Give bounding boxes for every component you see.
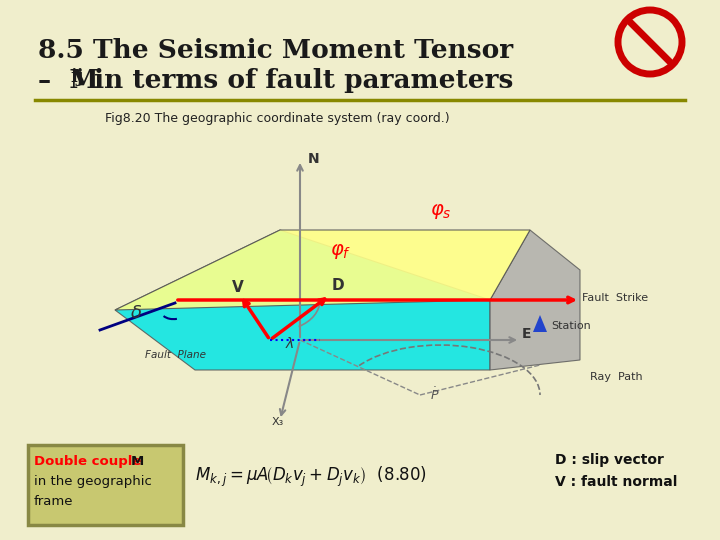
Text: Fault  Strike: Fault Strike	[582, 293, 648, 303]
Text: X₃: X₃	[272, 417, 284, 427]
Text: $\varphi_s$: $\varphi_s$	[430, 202, 451, 221]
Text: $\varphi_f$: $\varphi_f$	[330, 242, 351, 261]
Polygon shape	[115, 230, 490, 370]
Text: $\lambda$: $\lambda$	[285, 336, 294, 351]
FancyBboxPatch shape	[28, 445, 183, 525]
Text: 8.5 The Seismic Moment Tensor: 8.5 The Seismic Moment Tensor	[38, 38, 513, 63]
Text: V : fault normal: V : fault normal	[555, 475, 678, 489]
Polygon shape	[533, 315, 547, 332]
Text: V: V	[232, 280, 244, 295]
Text: D: D	[332, 278, 345, 293]
Text: –  M: – M	[38, 68, 99, 93]
Text: in the geographic: in the geographic	[34, 475, 152, 488]
Text: Station: Station	[551, 321, 590, 331]
Text: $\delta$: $\delta$	[130, 304, 142, 322]
Polygon shape	[490, 230, 580, 370]
Text: Fig8.20 The geographic coordinate system (ray coord.): Fig8.20 The geographic coordinate system…	[105, 112, 449, 125]
Text: Fault  Plane: Fault Plane	[145, 350, 206, 360]
Text: $M_{k,j} = \mu A\!\left(D_k v_j + D_j v_k\right)$  (8.80): $M_{k,j} = \mu A\!\left(D_k v_j + D_j v_…	[195, 465, 427, 489]
Text: frame: frame	[34, 495, 73, 508]
Polygon shape	[115, 230, 530, 310]
Text: Ray  Path: Ray Path	[590, 372, 643, 382]
Text: $\dot{P}$: $\dot{P}$	[430, 387, 439, 403]
Text: M: M	[131, 455, 144, 468]
Text: D : slip vector: D : slip vector	[555, 453, 664, 467]
Text: ij: ij	[70, 68, 84, 86]
Text: N: N	[308, 152, 320, 166]
Text: E: E	[522, 327, 531, 341]
Text: Double couple: Double couple	[34, 455, 146, 468]
Text: in terms of fault parameters: in terms of fault parameters	[85, 68, 513, 93]
